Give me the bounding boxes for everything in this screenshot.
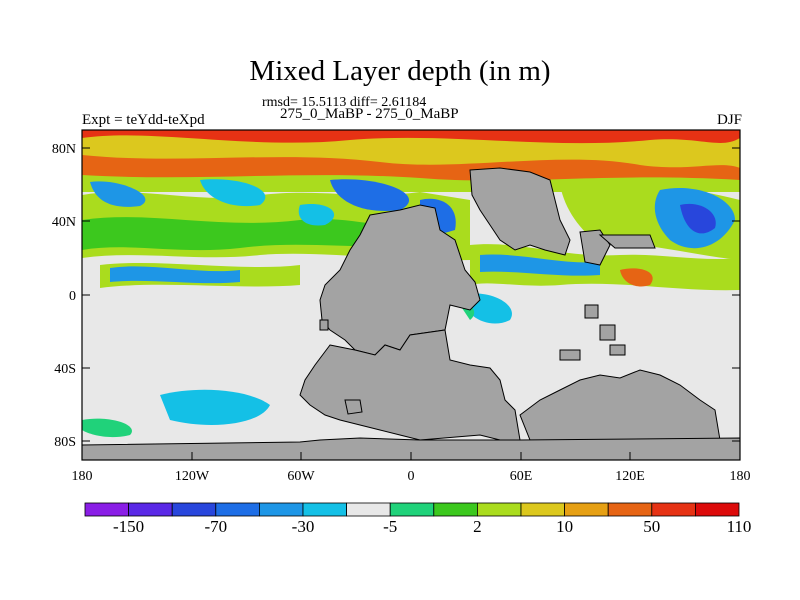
colorbar-box <box>433 502 478 517</box>
axis-ticks <box>81 147 741 460</box>
colorbar-box <box>695 502 740 517</box>
colorbar-label: 2 <box>473 517 482 536</box>
lon-label-120e: 120E <box>615 469 645 484</box>
colorbar-box <box>389 502 435 517</box>
colorbar-box <box>520 502 565 517</box>
colorbar-box <box>302 502 347 517</box>
lon-label-120w: 120W <box>175 469 210 484</box>
lat-label-80n: 80N <box>52 142 76 157</box>
colorbar-label: -30 <box>292 517 315 536</box>
season-label: DJF <box>716 112 742 128</box>
lon-label-180w: 180 <box>72 469 93 484</box>
colorbar-box <box>651 502 696 517</box>
colorbar-box <box>607 502 653 517</box>
colorbar-box <box>564 502 609 517</box>
colorbar-box <box>346 502 391 517</box>
runs-label: 275_0_MaBP - 275_0_MaBP <box>280 106 459 122</box>
colorbar-box <box>258 502 304 517</box>
colorbar-box <box>84 502 129 517</box>
lat-label-80s: 80S <box>54 435 76 450</box>
colorbar-box <box>476 502 522 517</box>
lon-label-60e: 60E <box>510 469 533 484</box>
lon-label-60w: 60W <box>287 469 315 484</box>
colorbar-label: 10 <box>556 517 573 536</box>
experiment-label: Expt = teYdd-teXpd <box>82 112 205 128</box>
colorbar-box <box>171 502 217 517</box>
colorbar-box <box>128 502 173 517</box>
map-title: Mixed Layer depth (in m) <box>249 55 551 87</box>
colorbar-label: -70 <box>204 517 227 536</box>
colorbar-label: 50 <box>643 517 660 536</box>
lat-label-40n: 40N <box>52 215 76 230</box>
colorbar: -150 -70 -30 -5 2 10 50 110 <box>84 502 752 536</box>
lat-label-40s: 40S <box>54 362 76 377</box>
colorbar-label: -150 <box>113 517 144 536</box>
lon-label-180e: 180 <box>730 469 751 484</box>
lat-label-0: 0 <box>69 289 76 304</box>
colorbar-label: -5 <box>383 517 397 536</box>
rmsd-diff-label: rmsd= 15.5113 diff= 2.61184 <box>262 95 427 110</box>
lon-label-0: 0 <box>408 469 415 484</box>
land-mask <box>82 167 740 460</box>
colorbar-label: 110 <box>727 517 752 536</box>
colorbar-box <box>215 502 260 517</box>
